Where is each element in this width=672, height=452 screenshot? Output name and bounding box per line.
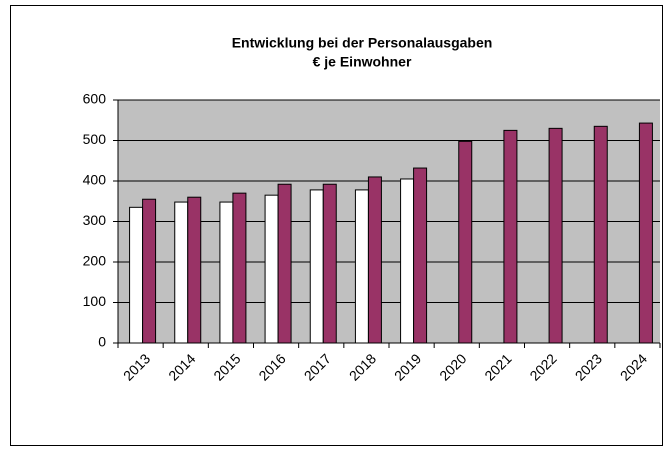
y-tick-label: 600: [83, 91, 107, 107]
bar: [458, 140, 473, 344]
y-tick-label: 400: [83, 172, 107, 188]
y-tick-label: 300: [83, 212, 107, 228]
bar: [219, 201, 234, 344]
bar: [232, 192, 247, 344]
bar: [400, 178, 415, 344]
bar: [187, 196, 202, 344]
bar: [367, 176, 382, 344]
y-tick-label: 100: [83, 293, 107, 309]
bar: [264, 194, 279, 344]
y-tick-label: 200: [83, 253, 107, 269]
bar: [354, 189, 369, 344]
chart-subtitle: € je Einwohner: [313, 54, 412, 70]
bar: [503, 129, 518, 344]
bar: [174, 201, 189, 344]
bar: [548, 127, 563, 344]
bar: [129, 206, 144, 344]
chart-title: Entwicklung bei der Personalausgaben: [232, 35, 493, 51]
y-tick-label: 0: [98, 334, 106, 350]
bar: [142, 198, 157, 344]
y-tick-label: 500: [83, 131, 107, 147]
bar: [593, 125, 608, 344]
bar: [309, 189, 324, 344]
bar: [322, 183, 337, 344]
bar: [277, 183, 292, 344]
bar: [638, 122, 653, 344]
bar: [413, 167, 428, 344]
